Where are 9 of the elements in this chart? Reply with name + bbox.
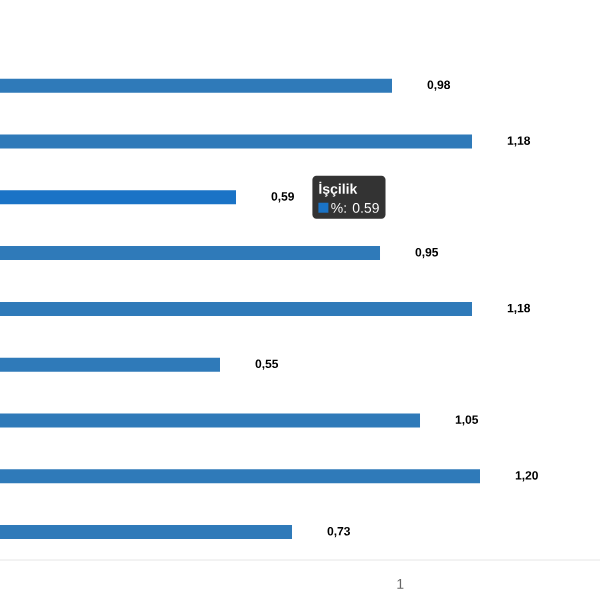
bar (0, 357, 220, 372)
bar (0, 525, 292, 540)
bar (0, 78, 392, 93)
bar (0, 301, 472, 316)
bar (0, 469, 480, 484)
bar (0, 134, 472, 149)
bar (0, 190, 237, 205)
bar (0, 246, 380, 261)
bar (0, 413, 421, 428)
